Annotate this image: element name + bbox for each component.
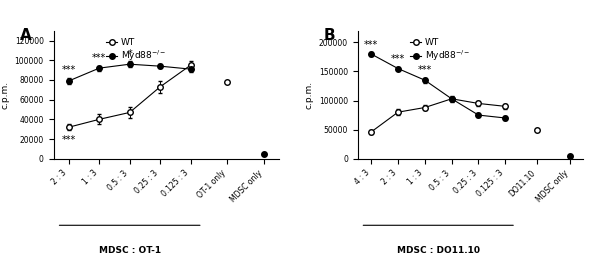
Text: ***: *** [418,65,432,75]
Text: ***: *** [62,135,76,145]
Legend: WT, Myd88$^{-/-}$: WT, Myd88$^{-/-}$ [411,38,471,63]
Text: ***: *** [364,40,378,50]
Y-axis label: c.p.m.: c.p.m. [0,81,9,109]
Text: A: A [20,28,32,43]
Text: MDSC : DO11.10: MDSC : DO11.10 [397,246,480,255]
Text: ***: *** [391,54,405,64]
Y-axis label: c.p.m.: c.p.m. [305,81,314,109]
Text: ***: *** [92,53,107,63]
Text: MDSC : OT-1: MDSC : OT-1 [99,246,161,255]
Text: *: * [127,49,132,59]
Text: B: B [324,28,336,43]
Legend: WT, Myd88$^{-/-}$: WT, Myd88$^{-/-}$ [106,38,166,63]
Text: ***: *** [62,66,76,76]
